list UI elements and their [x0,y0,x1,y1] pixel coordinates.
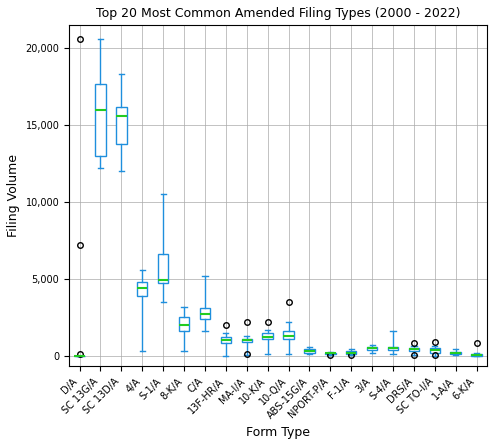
PathPatch shape [179,317,189,331]
PathPatch shape [388,347,398,351]
PathPatch shape [200,308,210,319]
Title: Top 20 Most Common Amended Filing Types (2000 - 2022): Top 20 Most Common Amended Filing Types … [96,7,460,20]
PathPatch shape [116,107,126,144]
PathPatch shape [262,333,273,339]
PathPatch shape [283,331,294,339]
PathPatch shape [221,337,231,343]
PathPatch shape [325,353,335,354]
PathPatch shape [430,348,440,353]
PathPatch shape [304,349,315,353]
PathPatch shape [471,354,482,356]
PathPatch shape [95,84,106,156]
PathPatch shape [242,339,252,342]
PathPatch shape [346,351,357,354]
X-axis label: Form Type: Form Type [246,426,310,439]
PathPatch shape [158,254,168,284]
PathPatch shape [137,282,148,296]
Y-axis label: Filing Volume: Filing Volume [7,154,20,237]
PathPatch shape [451,352,461,354]
PathPatch shape [367,347,377,350]
PathPatch shape [409,348,419,351]
